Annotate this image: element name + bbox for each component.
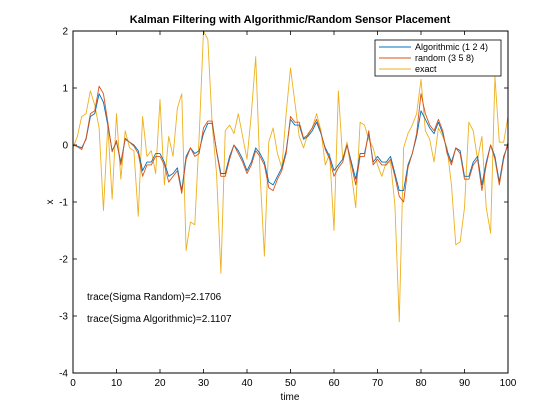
x-tick-label: 60 [328, 378, 340, 389]
y-tick-label: -2 [59, 255, 68, 266]
x-tick-label: 0 [70, 378, 76, 389]
annotation-trace-algorithmic: trace(Sigma Algorithmic)=2.1107 [87, 314, 232, 325]
y-tick-label: 1 [62, 84, 68, 95]
y-tick-label: -4 [59, 369, 68, 380]
y-tick-label: 2 [62, 27, 68, 38]
x-tick-label: 90 [459, 378, 471, 389]
legend: Algorithmic (1 2 4) random (3 5 8) exact [374, 39, 502, 77]
x-tick-label: 100 [500, 378, 517, 389]
x-tick-label: 80 [415, 378, 427, 389]
x-tick-label: 10 [111, 378, 123, 389]
series-line-2 [72, 30, 509, 323]
series-line-1 [72, 85, 509, 203]
x-tick-label: 70 [372, 378, 384, 389]
chart-title: Kalman Filtering with Algorithmic/Random… [130, 14, 451, 26]
x-tick-label: 30 [198, 378, 210, 389]
legend-label-exact: exact [415, 64, 437, 74]
y-tick-label: -1 [59, 198, 68, 209]
y-tick-label: 0 [62, 141, 68, 152]
y-tick-label: -3 [59, 312, 68, 323]
x-tick-label: 50 [285, 378, 297, 389]
plot-area [73, 31, 508, 373]
x-tick-label: 20 [154, 378, 166, 389]
ticks-layer: 0 10 20 30 40 50 60 70 80 90 100 -4 -3 -2 -1 0 1 2 [59, 27, 517, 390]
x-axis-label: time [281, 392, 300, 403]
series-layer [72, 30, 509, 323]
x-tick-label: 40 [241, 378, 253, 389]
legend-label-random: random (3 5 8) [415, 53, 474, 63]
annotation-trace-random: trace(Sigma Random)=2.1706 [87, 292, 222, 303]
legend-label-algorithmic: Algorithmic (1 2 4) [415, 42, 488, 52]
y-axis-label: x [45, 200, 56, 205]
